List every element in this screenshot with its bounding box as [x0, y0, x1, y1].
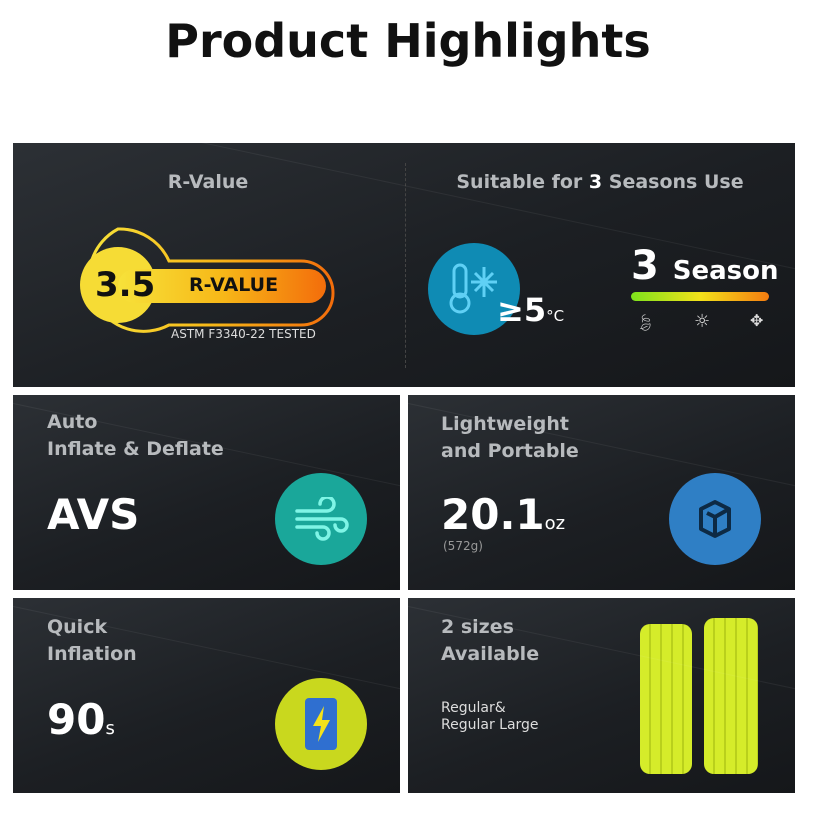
leaf-icon: 🍃︎: [635, 313, 656, 332]
sleeping-pad-large-image: [704, 618, 758, 774]
inflation-heading-line2: Inflation: [47, 643, 137, 665]
divider: [405, 163, 406, 368]
season-label: Season: [672, 256, 779, 286]
weight-grams: (572g): [443, 539, 483, 553]
sleeping-pad-regular-image: [640, 624, 692, 774]
sizes-desc-line2: Regular Large: [441, 717, 539, 733]
weight-value: 20.1oz: [441, 490, 565, 539]
avs-panel: Auto Inflate & Deflate AVS: [13, 395, 400, 590]
rvalue-seasons-panel: R-Value 3.5 R-VALUE ASTM F3340-22 TESTED…: [13, 143, 795, 387]
temperature: ≥5°C: [497, 291, 564, 329]
inflation-panel: Quick Inflation 90s: [13, 598, 400, 793]
season-gradient-bar: [631, 292, 769, 301]
temp-value: ≥5: [497, 291, 547, 329]
maple-leaf-icon: ✥: [750, 311, 764, 330]
rvalue-badge: [80, 227, 335, 333]
avs-heading-line2: Inflate & Deflate: [47, 438, 224, 460]
weight-unit: oz: [544, 513, 566, 534]
seasons-heading-post: Seasons Use: [602, 171, 744, 193]
season-num: 3: [631, 243, 659, 289]
inflation-value: 90s: [47, 695, 115, 744]
inflation-number: 90: [47, 695, 106, 744]
season-count: 3 Season: [631, 243, 779, 289]
weight-number: 20.1: [441, 490, 545, 539]
inflation-heading-line1: Quick: [47, 616, 108, 638]
weight-panel: Lightweight and Portable 20.1oz (572g): [408, 395, 795, 590]
phone-lightning-icon: [275, 678, 367, 770]
seasons-heading-num: 3: [588, 171, 603, 193]
thermometer-snowflake-icon: [428, 243, 520, 335]
sizes-desc-line1: Regular&: [441, 700, 506, 716]
seasons-heading-pre: Suitable for: [456, 171, 589, 193]
cube-icon: [669, 473, 761, 565]
weight-heading-line2: and Portable: [441, 440, 579, 462]
rvalue-tested: ASTM F3340-22 TESTED: [171, 327, 316, 341]
inflation-unit: s: [105, 718, 115, 739]
weight-heading: Lightweight and Portable: [441, 411, 579, 465]
sizes-panel: 2 sizes Available Regular& Regular Large: [408, 598, 795, 793]
wind-icon: [275, 473, 367, 565]
sizes-heading-line1: 2 sizes: [441, 616, 514, 638]
temp-unit: °C: [546, 307, 565, 325]
sun-icon: ☼: [694, 311, 711, 332]
inflation-heading: Quick Inflation: [47, 614, 137, 668]
page-title: Product Highlights: [165, 14, 651, 68]
avs-value: AVS: [47, 490, 140, 539]
weight-heading-line1: Lightweight: [441, 413, 569, 435]
sizes-desc: Regular& Regular Large: [441, 700, 539, 734]
avs-heading: Auto Inflate & Deflate: [47, 409, 224, 463]
avs-heading-line1: Auto: [47, 411, 98, 433]
rvalue-number: 3.5: [95, 265, 156, 305]
sizes-heading-line2: Available: [441, 643, 540, 665]
seasons-heading: Suitable for 3 Seasons Use: [405, 169, 795, 196]
rvalue-label: R-VALUE: [189, 274, 279, 296]
rvalue-heading: R-Value: [167, 171, 249, 193]
sizes-heading: 2 sizes Available: [441, 614, 539, 668]
